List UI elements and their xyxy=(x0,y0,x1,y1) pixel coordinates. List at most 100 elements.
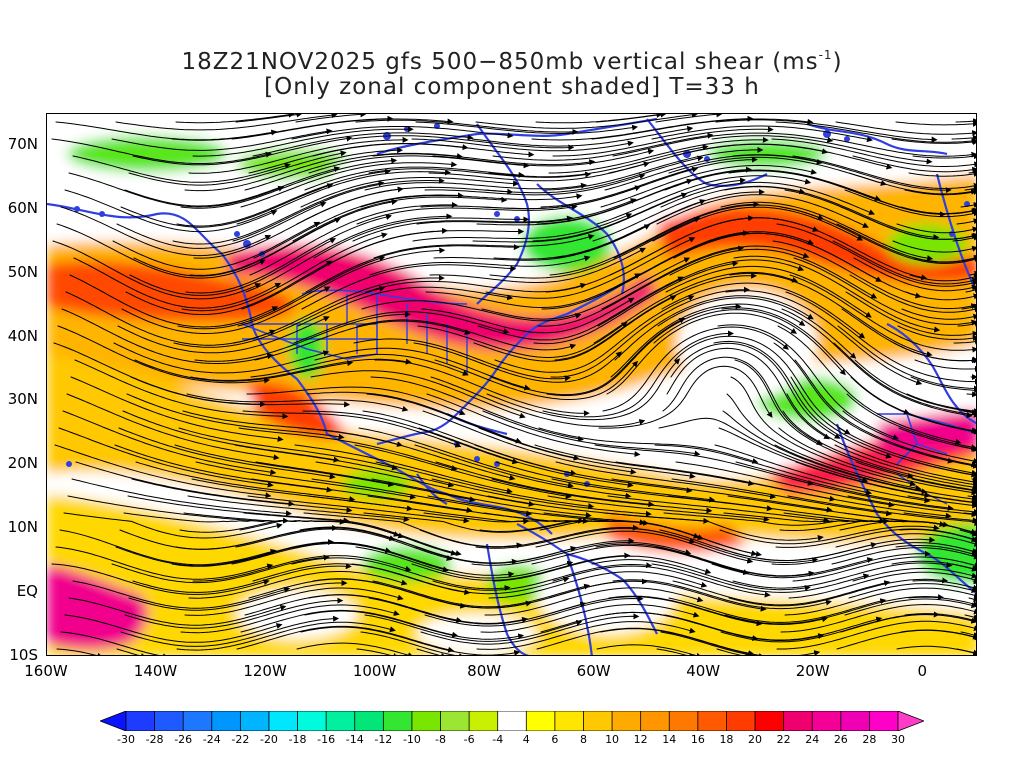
streamline xyxy=(113,342,330,374)
colorbar-level-label: 28 xyxy=(862,733,877,746)
streamline xyxy=(538,427,759,464)
streamline xyxy=(189,199,398,276)
streamline xyxy=(786,393,976,485)
streamline xyxy=(719,524,940,545)
streamline xyxy=(608,143,829,174)
streamline xyxy=(298,427,516,481)
streamline xyxy=(547,495,770,523)
streamline xyxy=(181,232,388,312)
streamline xyxy=(301,264,517,310)
streamline xyxy=(549,201,760,276)
streamline xyxy=(842,410,976,464)
streamline xyxy=(186,393,409,412)
streamline xyxy=(296,642,414,655)
streamline xyxy=(361,300,582,322)
streamline xyxy=(57,325,271,384)
streamline xyxy=(125,260,333,315)
streamline xyxy=(475,527,696,549)
lat-label: 10N xyxy=(7,518,38,537)
streamline xyxy=(242,410,462,448)
colorbar-level-label: -30 xyxy=(117,733,135,746)
streamline xyxy=(364,614,583,642)
streamline xyxy=(482,410,701,457)
colorbar-level-label: 26 xyxy=(833,733,848,746)
colorbar-swatch xyxy=(754,711,785,731)
chart-title: 18Z21NOV2025 gfs 500−850mb vertical shea… xyxy=(181,48,843,75)
streamline xyxy=(606,312,797,395)
streamline xyxy=(608,595,829,626)
streamline xyxy=(314,347,531,391)
streamline xyxy=(184,587,404,616)
streamline xyxy=(56,648,104,655)
streamline xyxy=(418,427,634,488)
streamline xyxy=(671,478,893,517)
streamline xyxy=(914,359,976,372)
streamline xyxy=(172,180,385,245)
streamline xyxy=(597,259,805,327)
streamline xyxy=(794,359,976,468)
streamline xyxy=(306,391,522,444)
colorbar xyxy=(100,711,924,731)
streamline xyxy=(849,274,976,313)
streamline xyxy=(848,583,976,599)
streamline xyxy=(776,620,976,650)
streamline xyxy=(854,359,976,416)
shear-map xyxy=(46,113,977,656)
streamline xyxy=(74,359,289,420)
streamline xyxy=(127,495,350,524)
streamline xyxy=(238,427,458,471)
streamline xyxy=(552,565,771,598)
colorbar-swatch xyxy=(525,711,556,731)
streamline xyxy=(835,533,976,548)
lon-label: 0 xyxy=(917,662,928,680)
colorbar-swatch xyxy=(125,711,156,731)
streamline xyxy=(668,597,887,623)
streamline xyxy=(244,152,463,191)
streamline xyxy=(850,376,976,435)
streamline xyxy=(70,376,284,442)
streamline xyxy=(664,169,881,201)
streamline xyxy=(291,126,514,140)
streamline xyxy=(952,234,976,242)
streamline xyxy=(778,427,976,496)
streamline xyxy=(73,257,282,309)
streamline xyxy=(831,138,976,158)
streamline xyxy=(893,342,976,364)
streamline xyxy=(115,539,334,567)
streamline xyxy=(486,358,681,421)
streamline xyxy=(840,206,976,240)
streamline xyxy=(72,155,291,183)
streamline xyxy=(111,128,333,151)
streamline xyxy=(411,138,634,152)
colorbar-swatch xyxy=(640,711,670,731)
lon-label: 40W xyxy=(686,662,721,680)
streamline xyxy=(833,342,976,418)
colorbar-level-label: -20 xyxy=(259,733,278,746)
streamline xyxy=(240,609,459,638)
streamline xyxy=(731,478,952,519)
streamline xyxy=(304,610,525,640)
lon-label: 20W xyxy=(795,662,830,680)
streamline xyxy=(657,297,857,359)
streamline xyxy=(612,579,832,610)
streamline xyxy=(614,295,814,361)
colorbar-level-label: 8 xyxy=(579,733,587,746)
colorbar-swatch xyxy=(382,711,413,731)
streamline xyxy=(472,192,688,243)
streamline xyxy=(68,172,285,208)
streamline xyxy=(711,135,933,165)
colorbar-level-label: -16 xyxy=(317,733,336,746)
streamline xyxy=(476,621,696,650)
streamline xyxy=(966,391,976,398)
streamline xyxy=(955,118,976,125)
streamline xyxy=(253,192,464,259)
streamline xyxy=(194,311,411,362)
streamline xyxy=(244,594,463,623)
lon-label: 60W xyxy=(576,662,611,680)
streamline xyxy=(370,376,584,442)
streamline xyxy=(601,245,810,310)
streamline xyxy=(111,554,330,584)
streamline xyxy=(175,114,295,124)
streamline xyxy=(855,461,976,493)
streamline xyxy=(250,353,469,378)
